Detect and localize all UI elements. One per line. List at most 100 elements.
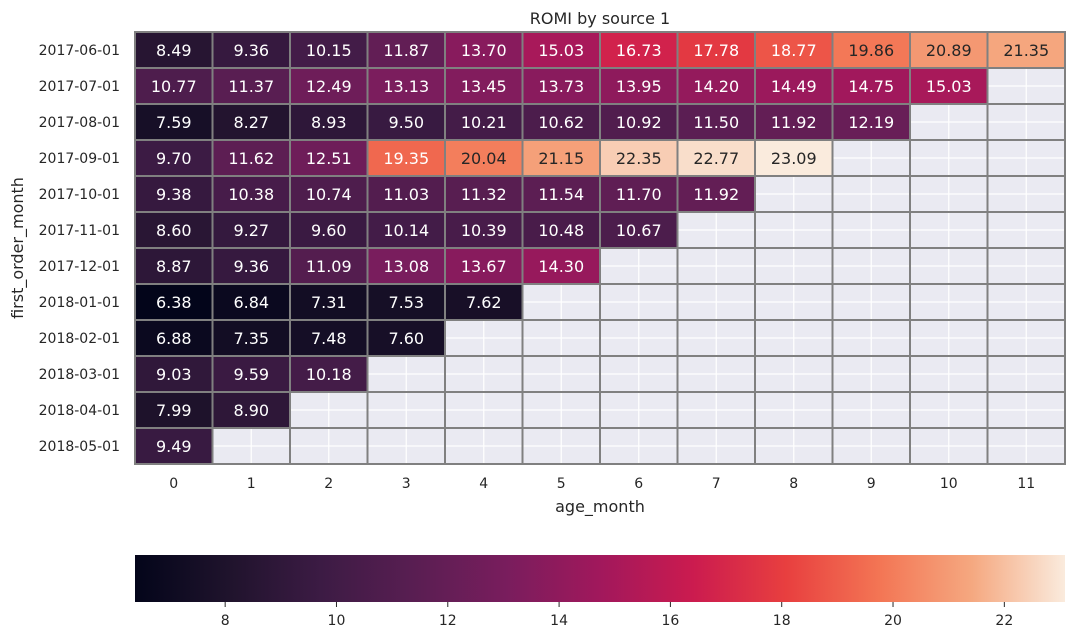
cell-value-label: 14.49	[771, 77, 817, 96]
cell-value-label: 10.14	[383, 221, 429, 240]
x-tick-label: 2	[324, 476, 333, 492]
heatmap-cell	[831, 67, 911, 105]
heatmap-cell	[134, 391, 214, 429]
x-tick-label: 10	[940, 476, 958, 492]
y-tick-label: 2018-01-01	[39, 295, 120, 311]
cell-value-label: 10.21	[461, 113, 507, 132]
heatmap-cell	[754, 31, 834, 69]
colorbar-ticks: 8 10 12 14 16 18 20 22	[221, 602, 1013, 629]
y-tick-label: 2017-12-01	[39, 259, 120, 275]
y-tick-label: 2017-11-01	[39, 223, 120, 239]
y-axis-label: first_order_month	[8, 177, 28, 319]
cell-value-label: 11.37	[228, 77, 274, 96]
cell-value-label: 19.35	[383, 149, 429, 168]
cell-value-label: 10.74	[306, 185, 352, 204]
cell-value-label: 6.84	[233, 293, 269, 312]
x-tick-labels: 0 1 2 3 4 5 6 7 8 9 10 11	[169, 476, 1035, 492]
cell-value-label: 11.62	[228, 149, 274, 168]
y-tick-label: 2017-07-01	[39, 79, 120, 95]
heatmap-cells: 8.49 9.36 10.15 11.87 13.70 15.03 16.73 17.78 18…	[134, 31, 1066, 465]
heatmap-cell	[521, 211, 601, 249]
heatmap-cell	[211, 391, 291, 429]
y-tick-label: 2018-03-01	[39, 367, 120, 383]
y-tick-label: 2017-09-01	[39, 151, 120, 167]
y-tick-label: 2018-02-01	[39, 331, 120, 347]
heatmap-cell	[444, 247, 524, 285]
cell-value-label: 11.03	[383, 185, 429, 204]
cell-value-label: 7.60	[388, 329, 424, 348]
cell-value-label: 10.18	[306, 365, 352, 384]
cell-value-label: 16.73	[616, 41, 662, 60]
heatmap-cell	[676, 31, 756, 69]
cell-value-label: 15.03	[538, 41, 584, 60]
cell-value-label: 9.27	[233, 221, 269, 240]
chart-title: ROMI by source 1	[530, 9, 670, 28]
cell-value-label: 20.04	[461, 149, 507, 168]
cell-value-label: 11.92	[771, 113, 817, 132]
colorbar-tick-label: 16	[661, 613, 679, 629]
cell-value-label: 6.38	[156, 293, 192, 312]
cell-value-label: 13.95	[616, 77, 662, 96]
cell-value-label: 19.86	[848, 41, 894, 60]
cell-value-label: 22.77	[693, 149, 739, 168]
heatmap-cell	[521, 139, 601, 177]
heatmap-cell	[289, 283, 369, 321]
cell-value-label: 11.50	[693, 113, 739, 132]
heatmap-cell	[909, 67, 989, 105]
cell-value-label: 7.53	[388, 293, 424, 312]
x-tick-label: 7	[712, 476, 721, 492]
cell-value-label: 7.31	[311, 293, 347, 312]
heatmap-cell	[134, 355, 214, 393]
x-tick-label: 11	[1017, 476, 1035, 492]
x-tick-label: 6	[634, 476, 643, 492]
cell-value-label: 23.09	[771, 149, 817, 168]
y-tick-label: 2017-10-01	[39, 187, 120, 203]
y-tick-label: 2017-06-01	[39, 43, 120, 59]
cell-value-label: 9.49	[156, 437, 192, 456]
cell-value-label: 10.48	[538, 221, 584, 240]
colorbar-tick-label: 20	[884, 613, 902, 629]
cell-value-label: 13.73	[538, 77, 584, 96]
cell-value-label: 7.35	[233, 329, 269, 348]
x-tick-label: 3	[402, 476, 411, 492]
colorbar-tick-label: 14	[550, 613, 568, 629]
cell-value-label: 14.75	[848, 77, 894, 96]
heatmap-cell	[444, 283, 524, 321]
cell-value-label: 17.78	[693, 41, 739, 60]
cell-value-label: 13.45	[461, 77, 507, 96]
heatmap-cell	[289, 175, 369, 213]
cell-value-label: 6.88	[156, 329, 192, 348]
cell-value-label: 9.59	[233, 365, 269, 384]
y-tick-labels: 2017-06-01 2017-07-01 2017-08-01 2017-09-01…	[39, 43, 120, 455]
cell-value-label: 12.51	[306, 149, 352, 168]
colorbar-tick-label: 12	[439, 613, 457, 629]
cell-value-label: 21.15	[538, 149, 584, 168]
heatmap-cell	[444, 175, 524, 213]
cell-value-label: 9.38	[156, 185, 192, 204]
cell-value-label: 7.48	[311, 329, 347, 348]
cell-value-label: 9.60	[311, 221, 347, 240]
cell-value-label: 9.70	[156, 149, 192, 168]
heatmap-cell-empty	[986, 427, 1066, 465]
heatmap-cell	[676, 175, 756, 213]
colorbar-tick-label: 10	[328, 613, 346, 629]
heatmap-cell	[754, 103, 834, 141]
cell-value-label: 11.92	[693, 185, 739, 204]
heatmap-cell	[211, 355, 291, 393]
cell-value-label: 11.87	[383, 41, 429, 60]
cell-value-label: 10.77	[151, 77, 197, 96]
cell-value-label: 11.09	[306, 257, 352, 276]
heatmap-cell	[676, 139, 756, 177]
x-axis-label: age_month	[555, 497, 645, 517]
y-tick-label: 2018-05-01	[39, 439, 120, 455]
heatmap-cell	[599, 211, 679, 249]
cell-value-label: 9.50	[388, 113, 424, 132]
colorbar-tick-label: 22	[995, 613, 1013, 629]
x-tick-label: 8	[789, 476, 798, 492]
cell-value-label: 14.20	[693, 77, 739, 96]
cell-value-label: 10.39	[461, 221, 507, 240]
colorbar	[135, 555, 1065, 602]
heatmap-cell	[134, 319, 214, 357]
heatmap-cell	[211, 103, 291, 141]
